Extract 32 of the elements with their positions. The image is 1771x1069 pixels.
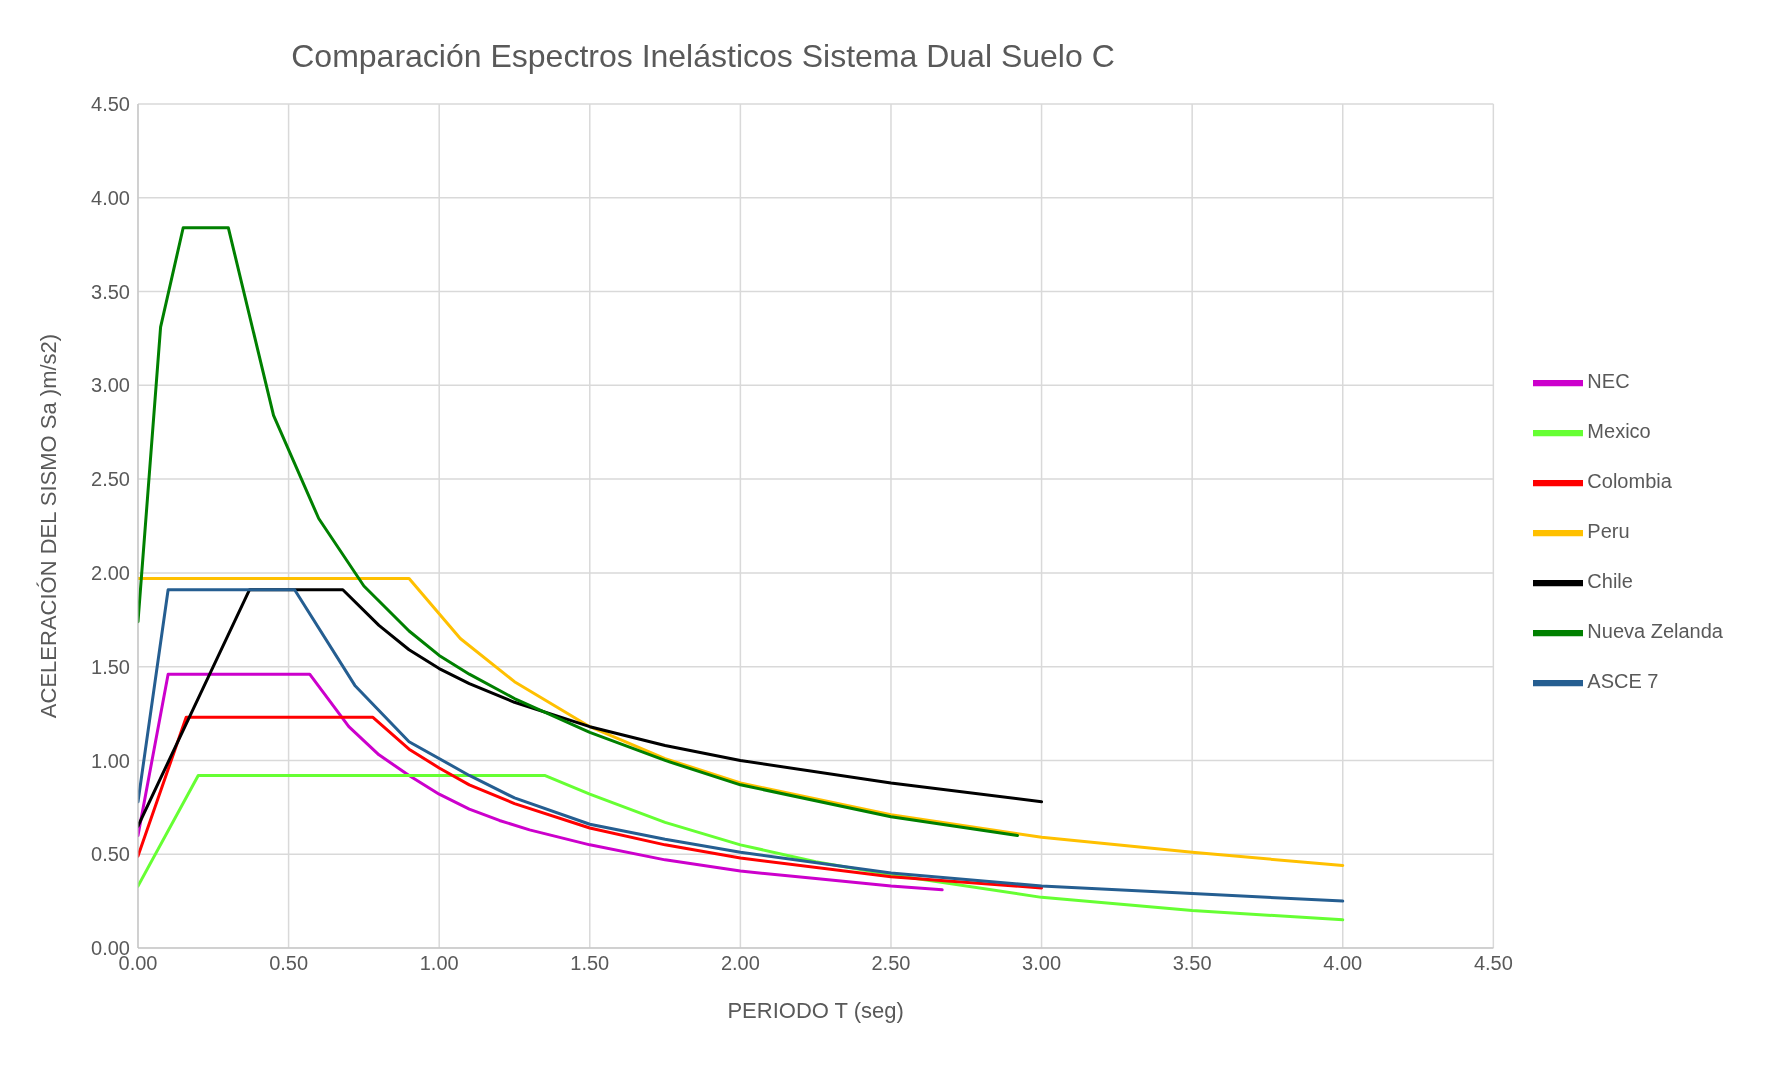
- legend-label: Mexico: [1587, 420, 1651, 443]
- x-tick-label: 4.00: [1323, 952, 1363, 975]
- x-tick-label: 4.50: [1473, 952, 1513, 975]
- legend-label: Chile: [1587, 570, 1633, 593]
- x-tick-label: 2.00: [720, 952, 760, 975]
- line-series: [138, 226, 1019, 837]
- x-tick-label: 0.50: [269, 952, 309, 975]
- x-tick-label: 3.00: [1022, 952, 1062, 975]
- y-axis-title: ACELERACIÓN DEL SISMO Sa )m/s2): [35, 333, 61, 719]
- y-tick-label: 3.50: [91, 280, 130, 303]
- y-tick-label: 0.50: [91, 843, 130, 866]
- x-tick-label: 1.50: [570, 952, 610, 975]
- y-tick-label: 2.00: [91, 561, 130, 584]
- line-series: [138, 672, 944, 892]
- x-tick-label: 2.50: [871, 952, 911, 975]
- legend-label: Peru: [1587, 520, 1630, 543]
- x-tick-label: 1.00: [419, 952, 459, 975]
- legend-label: ASCE 7: [1587, 670, 1659, 693]
- line-series: [138, 715, 1044, 890]
- y-tick-label: 4.00: [91, 186, 130, 209]
- y-tick-label: 2.50: [91, 468, 130, 491]
- legend-label: NEC: [1587, 370, 1630, 393]
- legend-label: Colombia: [1587, 470, 1672, 493]
- line-series: [138, 588, 1044, 828]
- x-axis-title: PERIODO T (seg): [727, 998, 904, 1023]
- chart-title: Comparación Espectros Inelásticos Sistema Dual Suelo C: [290, 38, 1116, 75]
- y-tick-label: 3.00: [91, 374, 130, 397]
- y-tick-label: 1.50: [91, 655, 130, 678]
- y-tick-label: 4.50: [91, 93, 130, 116]
- x-tick-label: 3.50: [1172, 952, 1212, 975]
- y-tick-label: 1.00: [91, 749, 130, 772]
- legend-label: Nueva Zelanda: [1587, 620, 1723, 643]
